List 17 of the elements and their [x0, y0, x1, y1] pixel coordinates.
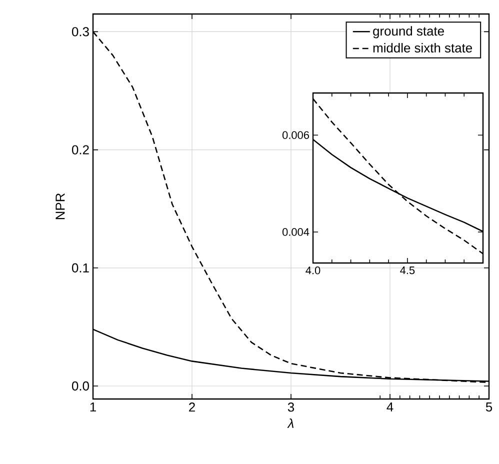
- x-tick-label: 5: [486, 402, 492, 412]
- x-tick-label: 4.5: [400, 266, 415, 274]
- y-tick-label: 0.006: [282, 131, 309, 139]
- legend-label: middle sixth state: [373, 43, 472, 53]
- x-tick-label: 4.0: [306, 266, 320, 274]
- x-tick-label: 1: [90, 402, 96, 412]
- y-tick-label: 0.3: [72, 27, 89, 36]
- y-tick-label: 0.0: [72, 381, 89, 391]
- y-tick-label: 0.1: [72, 263, 89, 272]
- y-tick-label: 0.004: [282, 228, 310, 236]
- x-axis-title: λ: [287, 418, 294, 428]
- x-tick-label: 4: [386, 402, 394, 412]
- y-tick-label: 0.2: [72, 145, 89, 154]
- y-axis-title: NPR: [56, 193, 65, 220]
- x-tick-label: 2: [189, 402, 195, 412]
- legend-label: ground state: [373, 26, 444, 38]
- x-tick-label: 3: [288, 402, 294, 412]
